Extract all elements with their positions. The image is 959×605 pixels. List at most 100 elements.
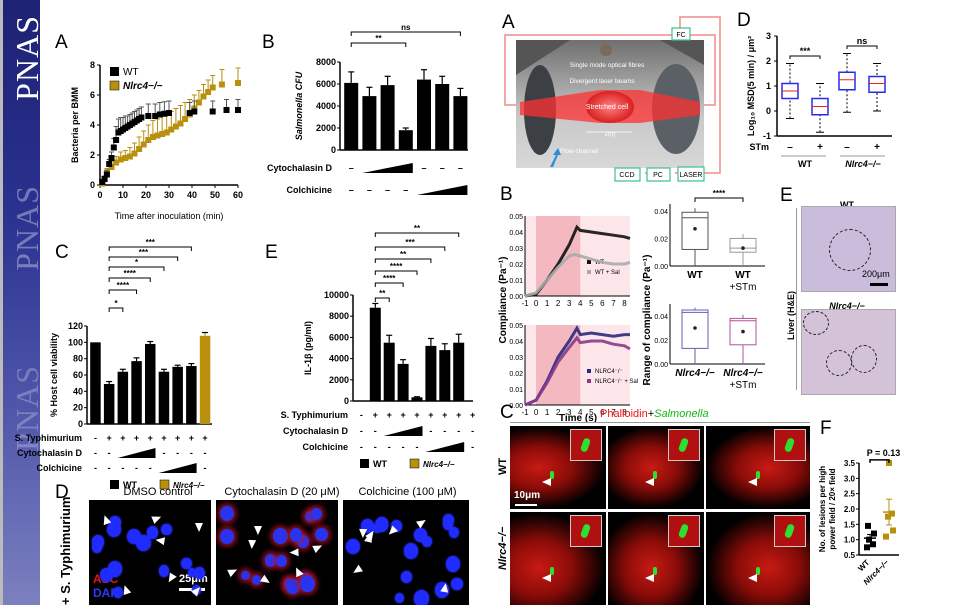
data-point bbox=[235, 80, 241, 86]
treatment-mark: - bbox=[360, 426, 363, 436]
arrowhead-icon bbox=[351, 564, 364, 577]
row-label-wt: WT bbox=[497, 457, 509, 475]
treatment-mark: – bbox=[440, 163, 445, 173]
data-point bbox=[136, 146, 143, 152]
y-tick-label: 0.02 bbox=[654, 338, 668, 345]
mean-point bbox=[693, 326, 697, 330]
treatment-mark: - bbox=[402, 442, 405, 452]
data-point bbox=[145, 113, 152, 119]
category-label: Nlrc4−/− bbox=[723, 368, 763, 379]
box bbox=[681, 211, 709, 250]
nucleus bbox=[449, 527, 459, 538]
treatment-mark: + bbox=[456, 410, 461, 420]
nucleus bbox=[401, 571, 413, 584]
nucleus bbox=[181, 558, 192, 570]
panel-letter-left-d: D bbox=[55, 482, 69, 503]
treatment-mark: + bbox=[175, 433, 180, 443]
treatment-mark: + bbox=[189, 433, 194, 443]
nucleus bbox=[289, 528, 303, 542]
x-tick-label: 2 bbox=[556, 408, 561, 417]
significance-label: ns bbox=[401, 23, 411, 32]
nucleus bbox=[241, 570, 250, 581]
treatment-mark: - bbox=[149, 463, 152, 473]
box bbox=[838, 71, 856, 91]
asc-micrograph-dmso: ASC DAPI 25μm bbox=[89, 500, 211, 605]
category-label: WT bbox=[735, 270, 751, 281]
x-tick-label: 6 bbox=[600, 299, 605, 308]
bar bbox=[90, 342, 101, 424]
zoom-inset bbox=[774, 515, 806, 547]
nucleus bbox=[345, 539, 360, 555]
x-tick-label: 30 bbox=[164, 190, 174, 200]
bacterium bbox=[677, 437, 690, 453]
bar bbox=[362, 96, 377, 150]
significance-bracket bbox=[108, 307, 124, 312]
significance-bracket bbox=[108, 289, 138, 294]
legend-swatch bbox=[409, 458, 420, 469]
y-axis-label: % Host cell viability bbox=[49, 333, 59, 417]
dose-ramp bbox=[117, 448, 156, 458]
treatment-label: Cytochalasin D bbox=[267, 163, 333, 173]
y-tick-label: 6000 bbox=[316, 79, 336, 89]
data-point bbox=[209, 108, 216, 115]
y-tick-label: 0.04 bbox=[654, 314, 668, 321]
data-point bbox=[140, 141, 147, 148]
legend-label: NLRC4⁻/⁻ + Sal bbox=[595, 379, 638, 385]
panel-letter-right-a: A bbox=[502, 12, 515, 33]
significance-label: **** bbox=[123, 269, 136, 278]
title-plus: + bbox=[647, 408, 655, 420]
treatment-mark: + bbox=[400, 410, 405, 420]
data-point bbox=[235, 107, 241, 113]
data-point bbox=[191, 108, 198, 115]
bar bbox=[131, 361, 142, 424]
y-tick-label: 8000 bbox=[316, 57, 336, 67]
data-point bbox=[117, 156, 124, 163]
nucleus bbox=[252, 574, 262, 585]
nucleus bbox=[161, 523, 173, 536]
treatment-mark: - bbox=[388, 442, 391, 452]
y-tick-label: 0.04 bbox=[509, 230, 523, 237]
significance-bracket bbox=[350, 42, 407, 47]
journal-logo: PNAS bbox=[9, 15, 40, 101]
scale-bar bbox=[179, 588, 205, 591]
treatment-mark: - bbox=[360, 442, 363, 452]
histology-title-nlrc4: Nlrc4−/− bbox=[829, 301, 865, 311]
data-point bbox=[886, 460, 892, 466]
significance-label: ** bbox=[400, 250, 407, 259]
significance-bracket bbox=[374, 246, 446, 251]
bar bbox=[158, 371, 170, 424]
y-tick-label: 60 bbox=[73, 370, 83, 380]
treatment-mark: + bbox=[202, 433, 207, 443]
bar bbox=[117, 371, 129, 424]
y-tick-label: 8 bbox=[90, 60, 95, 70]
zoom-inset bbox=[570, 515, 602, 547]
bacterium bbox=[756, 471, 760, 479]
data-point bbox=[172, 123, 179, 130]
nucleus bbox=[443, 518, 454, 530]
bacterium bbox=[653, 471, 657, 479]
data-point bbox=[156, 111, 163, 118]
image-title-dmso: DMSO control bbox=[123, 486, 193, 498]
zoom-inset bbox=[570, 429, 602, 461]
legend-swatch bbox=[110, 67, 119, 76]
arrowhead-icon bbox=[151, 513, 164, 525]
significance-bracket bbox=[374, 232, 460, 237]
panel-letter-left-e: E bbox=[265, 242, 278, 263]
significance-label: ns bbox=[857, 36, 868, 46]
panel-letter-right-d: D bbox=[737, 10, 751, 31]
nucleus bbox=[414, 590, 430, 605]
side-rule bbox=[796, 208, 797, 390]
treatment-label: S. Typhimurium bbox=[15, 433, 82, 443]
range-y-axis-label: Range of compliance (Pa⁻¹) bbox=[642, 255, 653, 386]
category-label: WT bbox=[687, 270, 703, 281]
zoom-inset bbox=[668, 515, 700, 547]
x-tick-label: 3 bbox=[567, 299, 572, 308]
bacterium bbox=[579, 437, 592, 453]
chart-bacteria-per-bmm: 0 2 4 6 8 0 10 20 30 40 50 60 Time after inoculation… bbox=[70, 60, 243, 221]
significance-bracket bbox=[846, 45, 878, 49]
data-point bbox=[889, 510, 895, 517]
legend-label: WT + Sal bbox=[595, 270, 620, 276]
treatment-mark: – bbox=[458, 163, 463, 173]
y-tick-label: 0 bbox=[766, 106, 771, 116]
legend-label: Nlrc4−/− bbox=[423, 460, 455, 469]
